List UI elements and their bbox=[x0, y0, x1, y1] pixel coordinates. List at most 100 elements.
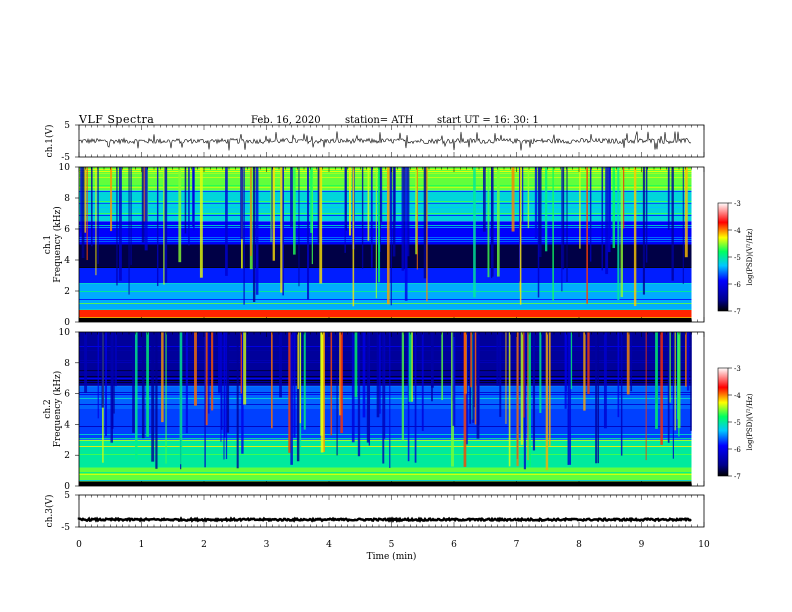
ch1-spectrogram-line bbox=[79, 203, 692, 204]
ch2-spectrogram-streak bbox=[407, 332, 410, 462]
ch1-spectrogram-streak bbox=[491, 167, 494, 277]
ch2-spectrogram-streak bbox=[474, 332, 477, 425]
ch1-spectrogram-streak bbox=[671, 167, 674, 281]
ch1-spectrogram-line bbox=[79, 299, 692, 300]
ch1-spectrogram-streak bbox=[345, 167, 347, 231]
ch1-spectrogram-streak bbox=[586, 167, 589, 304]
ch1-spectrogram-streak bbox=[243, 167, 245, 305]
ch1-spectrogram-streak bbox=[272, 167, 275, 261]
ch1-spectrogram-line bbox=[79, 207, 692, 208]
ch2-spectrogram-streak bbox=[105, 332, 107, 437]
ch2-spectrogram-streak bbox=[408, 332, 412, 402]
ch1-spectrogram-streak bbox=[178, 167, 182, 263]
ch1-spectrogram-line bbox=[79, 191, 692, 192]
ch1-spectrogram-line bbox=[79, 185, 692, 186]
ch2-spectrogram-streak bbox=[508, 332, 511, 467]
ch2-spectrogram-colorbar-tick-label: -3 bbox=[734, 365, 741, 373]
ch1-spectrogram-streak bbox=[612, 167, 616, 249]
ch1-spectrogram-streak bbox=[306, 167, 310, 300]
ch1-spectrogram-streak bbox=[370, 167, 373, 268]
ch3-waveform-ylabel: ch.3(V) bbox=[44, 495, 55, 528]
ch1-spectrogram-streak bbox=[601, 167, 604, 271]
ch1-spectrogram-streak bbox=[188, 167, 190, 246]
ch1-spectrogram-streak bbox=[310, 167, 313, 233]
ch3-waveform-ytick-label: -5 bbox=[61, 523, 70, 533]
ch1-spectrogram-streak bbox=[392, 167, 396, 257]
ch1-waveform-line bbox=[78, 131, 692, 151]
start-time-label: start UT = 16: 30: 1 bbox=[437, 115, 539, 126]
ch2-spectrogram-streak bbox=[161, 332, 164, 423]
ch1-spectrogram-streak bbox=[240, 167, 244, 240]
ch2-spectrogram-streak bbox=[132, 332, 135, 433]
ch2-spectrogram-streak bbox=[595, 332, 598, 464]
ch1-waveform-ytick-label: -5 bbox=[61, 153, 70, 163]
ch2-spectrogram-streak bbox=[587, 332, 590, 395]
ch2-spectrogram-line bbox=[79, 446, 692, 447]
ch2-spectrogram-streak bbox=[523, 332, 525, 418]
ch2-spectrogram-streak bbox=[220, 332, 222, 442]
ch1-spectrogram-streak bbox=[511, 167, 515, 232]
ch1-spectrogram-streak bbox=[250, 167, 252, 257]
ch1-spectrogram-streak bbox=[80, 167, 83, 233]
ch2-spectrogram-streak bbox=[414, 332, 417, 463]
ch2-spectrogram-ytick-label: 6 bbox=[64, 390, 70, 400]
ch1-spectrogram-colorbar bbox=[717, 202, 729, 312]
ch2-spectrogram-streak bbox=[532, 332, 536, 451]
ch1-spectrogram-streak bbox=[84, 167, 87, 233]
ch1-spectrogram-streak bbox=[361, 167, 364, 269]
ch2-spectrogram-colorbar-tick-label: -6 bbox=[734, 446, 741, 454]
ch2-spectrogram-streak bbox=[320, 332, 324, 453]
ch1-spectrogram-colorbar-tick-label: -7 bbox=[734, 308, 741, 316]
ch1-spectrogram-streak bbox=[415, 167, 418, 255]
ch1-spectrogram-line bbox=[79, 225, 692, 226]
ch2-spectrogram-line bbox=[79, 404, 692, 405]
ch1-spectrogram-streak bbox=[620, 167, 623, 298]
ch1-spectrogram-streak bbox=[642, 167, 645, 295]
ch1-spectrogram-line bbox=[79, 173, 692, 174]
ch1-spectrogram-streak bbox=[95, 167, 97, 276]
ch2-spectrogram-streak bbox=[505, 332, 507, 424]
ch2-spectrogram-streak bbox=[240, 332, 242, 394]
ch2-spectrogram-streak bbox=[379, 332, 381, 414]
ch1-spectrogram-line bbox=[79, 237, 692, 238]
ch1-spectrogram-streak bbox=[317, 167, 321, 244]
ch1-spectrogram-streak bbox=[482, 167, 486, 232]
ch2-spectrogram-line bbox=[79, 378, 692, 379]
ch3-waveform-line bbox=[77, 516, 692, 523]
ch2-spectrogram-streak bbox=[226, 332, 230, 433]
ch1-spectrogram-streak bbox=[184, 167, 187, 234]
ch1-spectrogram-streak bbox=[298, 167, 300, 287]
ch1-spectrogram-ylabel-channel: ch.1 bbox=[43, 235, 53, 254]
station-label: station= ATH bbox=[345, 115, 414, 126]
ch2-spectrogram-streak bbox=[297, 332, 299, 389]
ch2-spectrogram-streak bbox=[677, 332, 681, 429]
ch2-spectrogram-colorbar-tick-label: -7 bbox=[734, 473, 741, 481]
ch1-spectrogram-line bbox=[79, 303, 692, 304]
ch2-spectrogram-streak bbox=[288, 332, 291, 453]
figure-title: VLF Spectra bbox=[79, 113, 155, 126]
ch1-spectrogram-streak bbox=[344, 167, 346, 253]
ch2-spectrogram-streak bbox=[155, 332, 158, 469]
ch2-spectrogram-streak bbox=[617, 332, 620, 418]
ch1-spectrogram-streak bbox=[90, 167, 93, 247]
ch2-spectrogram-streak bbox=[630, 332, 633, 392]
ch2-spectrogram-streak bbox=[667, 332, 670, 443]
ch1-spectrogram-streak bbox=[116, 167, 118, 286]
ch1-spectrogram-image bbox=[79, 167, 692, 322]
ch1-spectrogram-line bbox=[79, 201, 692, 202]
ch2-spectrogram-streak bbox=[660, 332, 663, 445]
ch2-spectrogram-streak bbox=[401, 332, 404, 441]
ch1-spectrogram-streak bbox=[423, 167, 427, 279]
ch1-spectrogram-streak bbox=[380, 167, 383, 223]
ch1-spectrogram-streak bbox=[282, 167, 284, 296]
ch1-spectrogram-ytick-label: 6 bbox=[64, 225, 70, 235]
ch1-waveform-ylabel: ch.1(V) bbox=[44, 125, 55, 158]
ch1-spectrogram-line bbox=[79, 309, 692, 310]
ch1-spectrogram-ytick-label: 4 bbox=[64, 256, 70, 266]
x-tick-label: 0 bbox=[76, 540, 82, 550]
ch2-spectrogram-line bbox=[79, 386, 692, 387]
ch1-spectrogram-streak bbox=[192, 167, 195, 228]
ch2-spectrogram-streak bbox=[114, 332, 117, 387]
ch2-spectrogram-streak bbox=[452, 332, 456, 426]
ch1-spectrogram-ylabel-frequency: Frequency (kHz) bbox=[52, 206, 63, 283]
